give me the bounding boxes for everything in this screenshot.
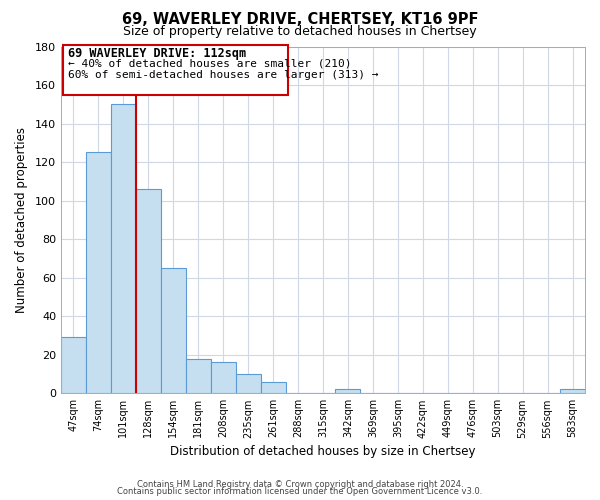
Bar: [260, 382, 286, 394]
Text: Contains public sector information licensed under the Open Government Licence v3: Contains public sector information licen…: [118, 488, 482, 496]
Text: Contains HM Land Registry data © Crown copyright and database right 2024.: Contains HM Land Registry data © Crown c…: [137, 480, 463, 489]
Y-axis label: Number of detached properties: Number of detached properties: [15, 127, 28, 313]
Text: Size of property relative to detached houses in Chertsey: Size of property relative to detached ho…: [123, 25, 477, 38]
Bar: [111, 104, 136, 394]
Bar: [64, 44, 288, 94]
Bar: [211, 362, 236, 394]
Text: 69, WAVERLEY DRIVE, CHERTSEY, KT16 9PF: 69, WAVERLEY DRIVE, CHERTSEY, KT16 9PF: [122, 12, 478, 28]
X-axis label: Distribution of detached houses by size in Chertsey: Distribution of detached houses by size …: [170, 444, 476, 458]
Bar: [560, 390, 585, 394]
Bar: [136, 189, 161, 394]
Text: 69 WAVERLEY DRIVE: 112sqm: 69 WAVERLEY DRIVE: 112sqm: [68, 46, 247, 60]
Bar: [161, 268, 186, 394]
Bar: [236, 374, 260, 394]
Bar: [186, 358, 211, 394]
Text: ← 40% of detached houses are smaller (210): ← 40% of detached houses are smaller (21…: [68, 58, 352, 68]
Text: 60% of semi-detached houses are larger (313) →: 60% of semi-detached houses are larger (…: [68, 70, 379, 80]
Bar: [61, 338, 86, 394]
Bar: [335, 390, 361, 394]
Bar: [86, 152, 111, 394]
